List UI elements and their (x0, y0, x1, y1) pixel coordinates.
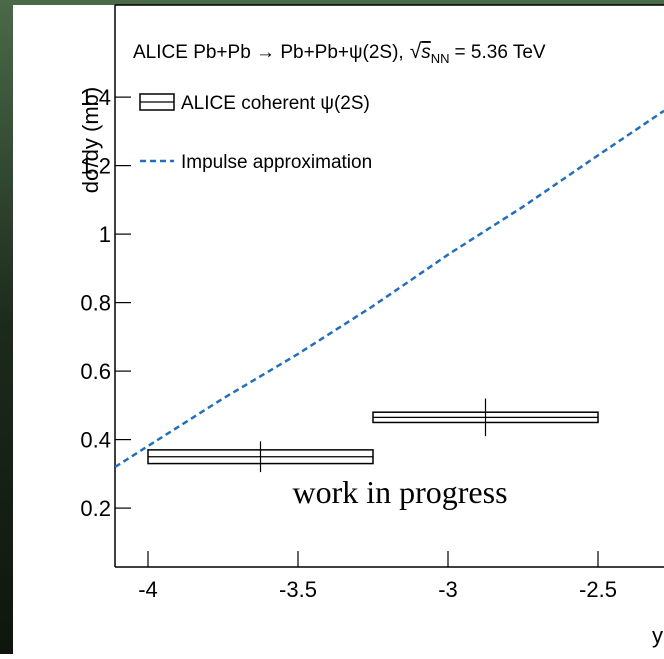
y-tick-label: 1 (99, 222, 111, 247)
x-tick-label: -2.5 (579, 577, 617, 602)
x-axis-label: y (652, 623, 663, 648)
x-tick-label: -3 (438, 577, 458, 602)
energy-subscript: NN (431, 51, 450, 66)
energy-symbol: s (421, 42, 431, 63)
y-tick-label: 0.8 (80, 291, 111, 316)
x-tick-label: -3.5 (279, 577, 317, 602)
plot-area (115, 109, 664, 473)
y-tick-label: 0.2 (80, 496, 111, 521)
energy-value: = 5.36 TeV (455, 42, 546, 63)
legend-label: Impulse approximation (181, 152, 372, 173)
x-tick-label: -4 (138, 577, 158, 602)
y-tick-label: 0.4 (80, 428, 111, 453)
y-tick-label: 1.2 (80, 154, 111, 179)
y-tick-label: 1.4 (80, 85, 111, 110)
title-text: ALICE Pb+Pb → Pb+Pb+ψ(2S), (133, 42, 404, 63)
model-line (115, 109, 664, 469)
y-tick-label: 0.6 (80, 359, 111, 384)
legend-label: ALICE coherent ψ(2S) (181, 93, 370, 114)
chart-title: ALICE Pb+Pb → Pb+Pb+ψ(2S), √sNN = 5.36 TeV (133, 40, 546, 66)
y-axis-label: dσ/dy (mb) (78, 87, 103, 194)
annotation: work in progress (292, 474, 507, 510)
